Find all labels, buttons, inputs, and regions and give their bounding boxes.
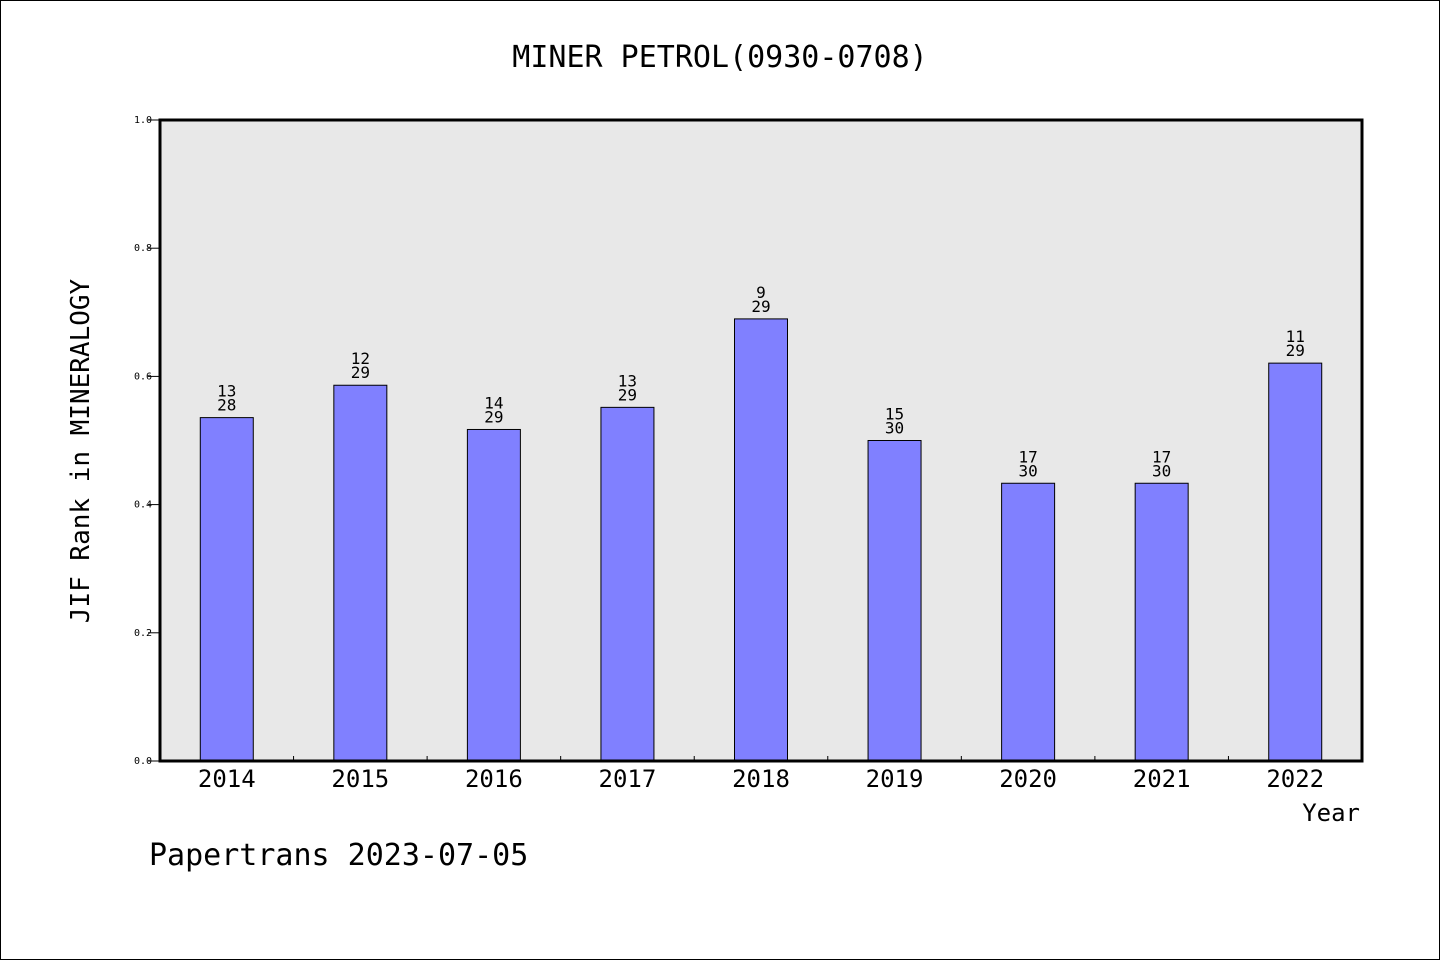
y-tick-label: 0.0	[134, 756, 152, 767]
rank-label-2020: 17	[1018, 447, 1037, 466]
y-tick-label: 0.2	[134, 628, 152, 639]
footer-text: Papertrans 2023-07-05	[149, 838, 528, 873]
rank-label-2017: 13	[618, 371, 637, 390]
x-tick-label-2017: 2017	[599, 765, 657, 793]
bar-2018	[734, 318, 788, 762]
plot-border	[158, 118, 1364, 763]
bar-2020	[1001, 482, 1056, 762]
rank-label-2021: 17	[1152, 447, 1171, 466]
total-label-2021: 30	[1152, 461, 1171, 480]
bar-2016	[466, 428, 521, 762]
bar-2021	[1134, 482, 1189, 762]
x-tick-label-2022: 2022	[1266, 765, 1324, 793]
x-tick-label-2015: 2015	[331, 765, 389, 793]
y-axis: 0.0 0.2 0.4 0.6 0.8 1.0	[134, 115, 160, 767]
x-tick-label-2019: 2019	[866, 765, 924, 793]
total-label-2016: 29	[484, 407, 503, 426]
total-label-2015: 29	[351, 363, 370, 382]
rank-label-2016: 14	[484, 393, 503, 412]
rank-label-2015: 12	[351, 349, 370, 368]
y-tick-label: 0.6	[134, 371, 152, 382]
bar-2015	[333, 384, 388, 762]
total-label-2019: 30	[885, 419, 904, 438]
total-label-2020: 30	[1018, 461, 1037, 480]
total-label-2017: 29	[618, 385, 637, 404]
total-label-2022: 29	[1286, 341, 1305, 360]
y-tick-label: 1.0	[134, 115, 152, 126]
total-label-2014: 28	[217, 396, 236, 415]
x-tick-label-2016: 2016	[465, 765, 523, 793]
bar-2022	[1268, 362, 1323, 762]
x-axis: 2014 2015 2016 2017 2018 2019 2020 2021 2022	[198, 756, 1324, 793]
x-tick-label-2020: 2020	[999, 765, 1057, 793]
x-tick-label-2014: 2014	[198, 765, 256, 793]
bar-2014	[199, 417, 254, 762]
rank-label-2014: 13	[217, 382, 236, 401]
x-tick-label-2021: 2021	[1133, 765, 1191, 793]
y-tick-label: 0.8	[134, 243, 152, 254]
y-axis-label: JIF Rank in MINERALOGY	[66, 278, 96, 623]
rank-label-2022: 11	[1286, 327, 1305, 346]
bar-2017	[600, 406, 655, 762]
rank-label-2018: 9	[756, 283, 766, 302]
bars-group	[199, 318, 1323, 762]
chart-title: MINER PETROL(0930-0708)	[512, 40, 927, 75]
bar-2019	[867, 440, 922, 762]
total-label-2018: 29	[751, 297, 770, 316]
y-tick-label: 0.4	[134, 500, 152, 511]
x-axis-label: Year	[1302, 799, 1360, 827]
rank-label-2019: 15	[885, 405, 904, 424]
x-tick-label-2018: 2018	[732, 765, 790, 793]
